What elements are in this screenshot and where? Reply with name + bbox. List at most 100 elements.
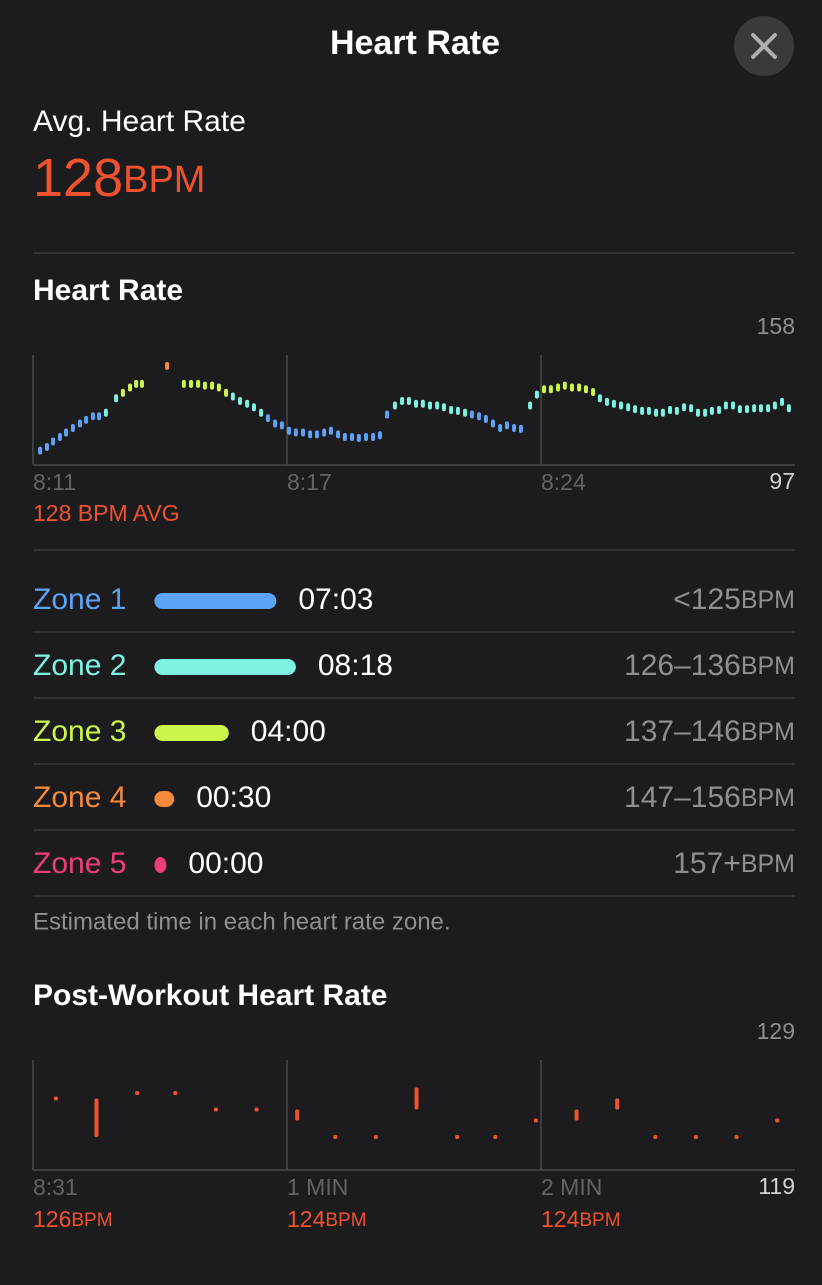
post-sample (94, 1098, 99, 1137)
x-tick-label: 8:24 (541, 469, 586, 495)
hr-sample (64, 428, 69, 437)
avg-annotation: 128 BPM AVG (33, 500, 180, 526)
range-value: 157+ (673, 847, 741, 880)
hr-sample (77, 419, 82, 428)
hr-sample (301, 428, 306, 437)
hr-sample (640, 406, 645, 415)
hr-sample (350, 433, 355, 442)
hr-sample (356, 433, 361, 442)
hr-sample (51, 437, 56, 446)
hr-sample (202, 381, 207, 390)
hr-sample (371, 433, 376, 442)
reading-value: 126 (33, 1206, 71, 1232)
hr-sample (196, 379, 201, 388)
post-sample (653, 1135, 658, 1139)
post-sample (533, 1118, 538, 1123)
post-sample (254, 1107, 259, 1112)
hr-sample (611, 399, 616, 408)
hr-sample (238, 396, 243, 405)
hr-sample (336, 430, 341, 439)
post-sample (333, 1135, 338, 1139)
range-value: <125 (673, 583, 741, 616)
zone-duration: 04:00 (251, 715, 326, 748)
zone-note: Estimated time in each heart rate zone. (33, 908, 451, 935)
zone-range: <125BPM (673, 583, 795, 616)
hr-sample (463, 408, 468, 417)
zone-range: 157+BPM (673, 847, 795, 880)
hr-sample (786, 404, 791, 413)
x-tick-label: 8:11 (33, 469, 76, 495)
reading: 124BPM (287, 1206, 367, 1232)
hr-sample (273, 419, 278, 428)
zone-range: 137–146BPM (624, 715, 795, 748)
hr-sample (737, 405, 742, 414)
hr-sample (469, 410, 474, 419)
hr-sample (70, 424, 75, 433)
reading-unit: BPM (325, 1210, 366, 1231)
reading: 126BPM (33, 1206, 113, 1232)
zone-range: 126–136BPM (624, 649, 795, 682)
close-button[interactable] (734, 16, 794, 76)
hr-sample (695, 408, 700, 417)
hr-sample (139, 379, 144, 388)
hr-sample (188, 379, 193, 388)
hr-sample (518, 424, 523, 433)
zone-bar (154, 659, 296, 675)
zone-name: Zone 1 (33, 583, 126, 616)
zone-duration: 08:18 (318, 649, 393, 682)
hr-sample (322, 428, 327, 437)
hr-sample (114, 394, 119, 403)
hr-sample (752, 404, 757, 413)
zone-duration: 07:03 (298, 583, 373, 616)
hr-sample (128, 383, 133, 392)
hr-sample (562, 381, 567, 390)
hr-sample (377, 431, 382, 440)
hr-sample (674, 406, 679, 415)
hr-sample (103, 408, 108, 417)
y-tick-label: 158 (757, 313, 795, 339)
hr-sample (224, 388, 229, 397)
post-sample (734, 1135, 739, 1139)
post-sample (414, 1087, 419, 1110)
hr-sample (265, 414, 270, 423)
hr-sample (583, 385, 588, 394)
zone-name: Zone 2 (33, 649, 126, 682)
x-tick-label: 1 MIN (287, 1174, 348, 1200)
range-value: 126–136 (624, 649, 741, 682)
hr-sample (717, 406, 722, 414)
hr-sample (490, 419, 495, 428)
hr-sample (90, 412, 95, 421)
post-sample (373, 1135, 378, 1139)
hr-sample (772, 401, 777, 410)
hr-sample (556, 383, 561, 392)
hr-sample (420, 399, 425, 408)
hr-sample (392, 401, 397, 410)
hr-sample (668, 406, 673, 414)
zone-range: 147–156BPM (624, 781, 795, 814)
hr-sample (406, 396, 411, 405)
close-icon[interactable] (751, 33, 777, 59)
zone-bar (154, 791, 175, 807)
summary-label: Avg. Heart Rate (33, 105, 246, 138)
hr-sample (548, 385, 553, 394)
zone-duration: 00:00 (188, 847, 263, 880)
post-sample (295, 1109, 300, 1121)
range-unit: BPM (741, 850, 795, 878)
hr-sample (279, 421, 284, 430)
hr-sample (512, 424, 517, 433)
hr-sample (230, 392, 235, 401)
hr-sample (428, 401, 433, 410)
y-tick-label: 97 (769, 468, 795, 494)
summary-value: 128BPM (33, 148, 205, 208)
hr-sample (251, 403, 256, 412)
hr-sample (654, 408, 659, 417)
hr-sample (498, 424, 503, 433)
hr-sample (626, 403, 631, 412)
zone-bar (154, 593, 277, 609)
range-unit: BPM (741, 718, 795, 746)
hr-sample (477, 412, 482, 421)
hr-sample (259, 408, 264, 417)
hr-sample (342, 433, 347, 442)
hr-sample (528, 401, 533, 410)
